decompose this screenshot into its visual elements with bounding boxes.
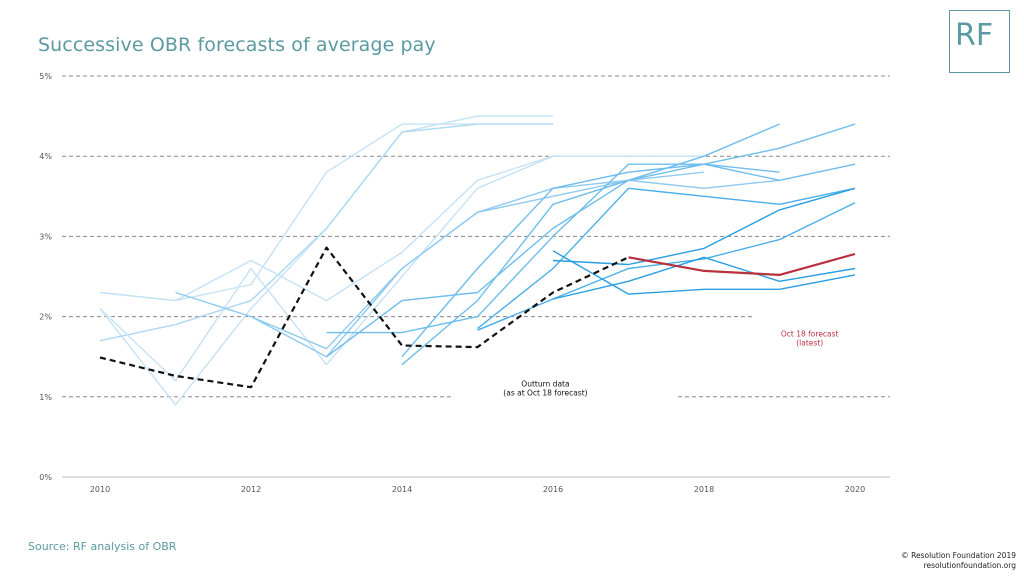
forecast-line — [552, 250, 856, 295]
x-tick-label: 2014 — [392, 485, 412, 494]
forecast-line — [401, 123, 856, 366]
forecast-line — [99, 123, 478, 302]
logo-text: RF — [955, 18, 994, 53]
y-tick-label: 0% — [39, 473, 52, 482]
y-tick-label: 3% — [39, 232, 52, 241]
forecast-line — [552, 256, 856, 300]
x-tick-label: 2018 — [694, 485, 714, 494]
forecast-line — [326, 123, 780, 358]
x-tick-label: 2010 — [90, 485, 110, 494]
forecast-line — [250, 179, 780, 358]
forecast-line — [552, 187, 856, 266]
credit-line-1: © Resolution Foundation 2019 — [901, 551, 1016, 560]
forecast-line — [99, 155, 704, 382]
x-tick-label: 2020 — [845, 485, 865, 494]
forecast-line — [401, 163, 856, 358]
forecast-line — [99, 155, 629, 302]
outturn-label: Outturn data — [521, 379, 569, 388]
credit-line-2: resolutionfoundation.org — [923, 561, 1016, 570]
outturn-label: (as at Oct 18 forecast) — [503, 388, 587, 397]
source-note: Source: RF analysis of OBR — [28, 540, 177, 553]
latest-forecast-label: (latest) — [796, 339, 823, 348]
x-tick-label: 2016 — [543, 485, 563, 494]
forecast-line — [477, 202, 856, 331]
credit: © Resolution Foundation 2019 resolutionf… — [901, 551, 1016, 571]
outturn-line — [99, 246, 629, 389]
forecast-line — [99, 123, 553, 342]
y-tick-label: 5% — [39, 72, 52, 81]
latest-forecast-line — [628, 252, 856, 276]
y-tick-label: 1% — [39, 393, 52, 402]
latest-forecast-label: Oct 18 forecast — [781, 330, 839, 339]
forecast-line — [175, 171, 705, 350]
x-tick-label: 2012 — [241, 485, 261, 494]
chart-title: Successive OBR forecasts of average pay — [38, 34, 436, 56]
y-tick-label: 2% — [39, 313, 52, 322]
rf-logo: RF — [949, 10, 1010, 73]
forecast-line — [326, 163, 780, 334]
forecast-line — [477, 187, 856, 330]
y-tick-label: 4% — [39, 152, 52, 161]
